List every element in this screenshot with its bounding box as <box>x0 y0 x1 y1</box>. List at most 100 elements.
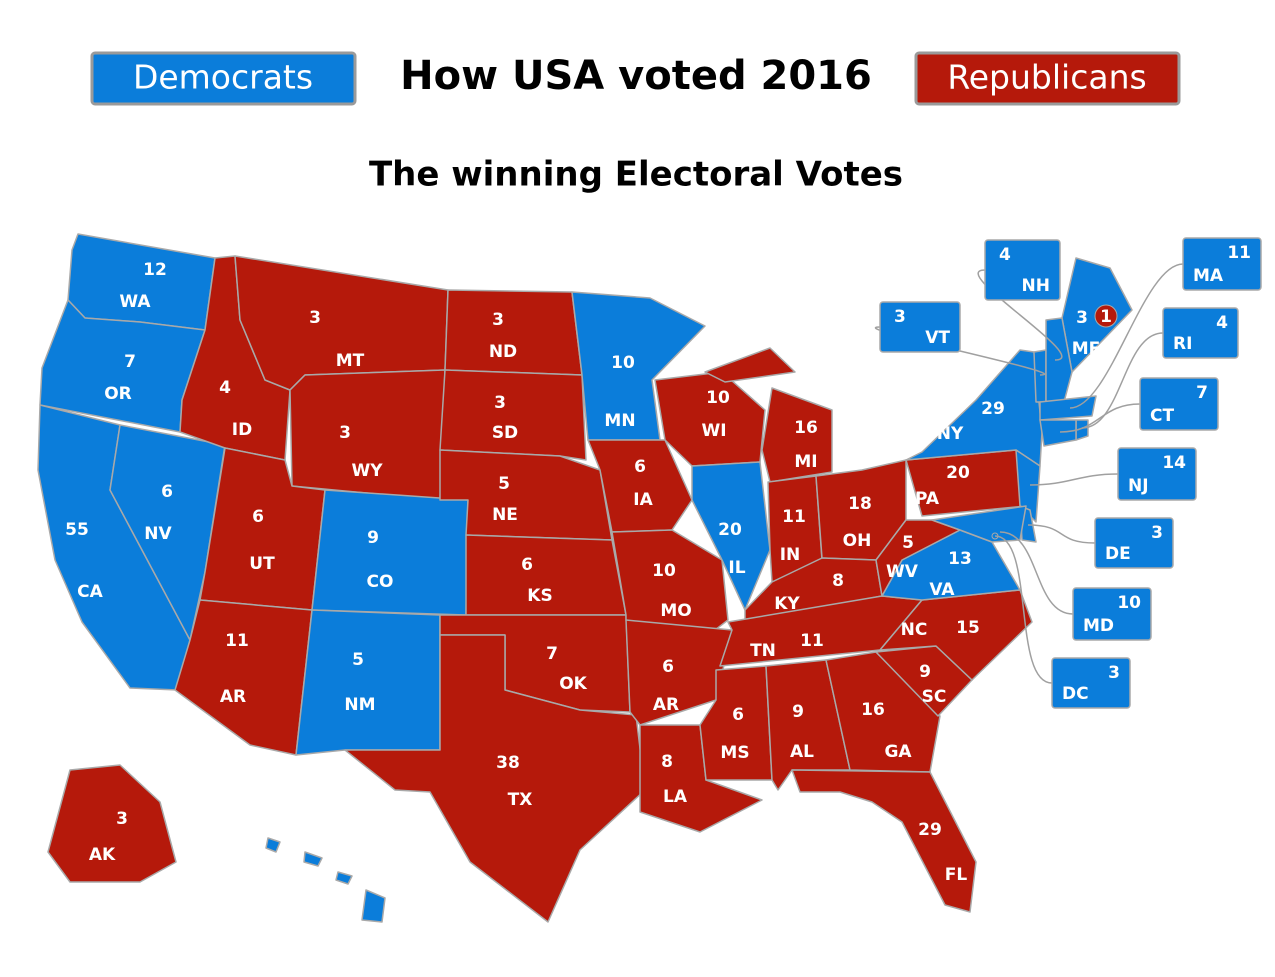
vote-count: 4 <box>307 877 319 897</box>
state-abbr: FL <box>945 865 968 885</box>
state-shape <box>444 289 583 376</box>
split-vote-badge <box>1094 304 1118 328</box>
state-shape <box>1033 349 1047 403</box>
vote-count: 20 <box>946 463 970 483</box>
state-abbr: CT <box>1150 406 1174 426</box>
vote-count: 11 <box>800 631 824 651</box>
callout-box <box>1139 377 1219 431</box>
state-abbr: IA <box>633 490 653 510</box>
vote-count: 7 <box>124 352 136 372</box>
state-abbr: AL <box>790 742 814 762</box>
leader-line <box>977 269 1063 361</box>
vote-count: 7 <box>1196 383 1208 403</box>
state-shape <box>439 369 587 461</box>
vote-count: 9 <box>792 702 804 722</box>
state-abbr: IL <box>728 558 745 578</box>
vote-count: 3 <box>309 308 321 328</box>
vote-count: 3 <box>339 423 351 443</box>
vote-count: 6 <box>634 457 646 477</box>
callout-box <box>1162 307 1239 359</box>
callout-box <box>1051 657 1131 709</box>
callout-box <box>1117 447 1197 501</box>
vote-count: 6 <box>732 705 744 725</box>
vote-count: 5 <box>498 474 510 494</box>
state-abbr: MS <box>720 743 749 763</box>
vote-count: 10 <box>1117 593 1141 613</box>
state-abbr: IN <box>780 545 801 565</box>
vote-count: 3 <box>894 307 906 327</box>
vote-count: 12 <box>143 260 167 280</box>
vote-count: 14 <box>1162 453 1186 473</box>
state-abbr: NV <box>144 524 172 544</box>
vote-count: 3 <box>1151 523 1163 543</box>
democrats-button[interactable] <box>90 51 357 106</box>
state-abbr: RI <box>1173 334 1192 354</box>
vote-count: 13 <box>948 549 972 569</box>
state-shape <box>311 489 469 616</box>
leader-line <box>1059 403 1141 433</box>
republicans-button[interactable] <box>914 51 1181 106</box>
state-abbr: PA <box>915 489 940 509</box>
vote-count: 4 <box>999 245 1011 265</box>
vote-count: 29 <box>918 820 942 840</box>
vote-count: 5 <box>902 533 914 553</box>
vote-count: 15 <box>956 618 980 638</box>
state-abbr: TX <box>508 790 533 810</box>
state-shape <box>344 634 646 923</box>
state-shape <box>303 851 323 867</box>
state-shape <box>905 349 1043 467</box>
state-abbr: ID <box>232 420 252 440</box>
state-abbr: MN <box>604 411 635 431</box>
state-abbr: AK <box>89 845 116 865</box>
state-abbr: WY <box>351 461 383 481</box>
vote-count: 6 <box>662 657 674 677</box>
vote-count: 55 <box>65 520 89 540</box>
state-shape <box>704 347 796 383</box>
vote-count: 6 <box>252 507 264 527</box>
state-shape <box>174 599 313 756</box>
state-shape <box>825 651 941 773</box>
state-abbr: UT <box>249 554 275 574</box>
state-shape <box>335 871 353 885</box>
vote-count: 8 <box>661 752 673 772</box>
state-abbr: MD <box>1083 616 1114 636</box>
vote-count: 10 <box>611 353 635 373</box>
leader-line <box>1069 263 1184 409</box>
vote-count: 11 <box>1227 243 1251 263</box>
state-abbr: SD <box>492 423 518 443</box>
state-shape <box>1039 419 1077 447</box>
vote-count: 38 <box>496 753 520 773</box>
vote-count: 10 <box>706 388 730 408</box>
vote-count: 20 <box>718 520 742 540</box>
vote-count: 16 <box>861 700 885 720</box>
vote-count: 16 <box>794 418 818 438</box>
state-abbr: LA <box>663 787 688 807</box>
vote-count: 4 <box>1216 313 1228 333</box>
state-abbr: NC <box>901 620 928 640</box>
state-abbr: MT <box>336 351 365 371</box>
vote-count: 3 <box>492 310 504 330</box>
state-abbr: DE <box>1105 544 1131 564</box>
callout-box <box>1072 587 1152 641</box>
state-abbr: DC <box>1062 684 1089 704</box>
vote-count: 29 <box>981 399 1005 419</box>
vote-count: 10 <box>652 561 676 581</box>
state-abbr: GA <box>884 742 912 762</box>
state-abbr: SC <box>922 687 947 707</box>
callout-box <box>1182 237 1262 291</box>
state-shape <box>791 769 977 913</box>
democrats-label: Democrats <box>133 58 313 97</box>
state-abbr: OK <box>559 674 587 694</box>
vote-count: 11 <box>225 631 249 651</box>
vote-count: 9 <box>919 662 931 682</box>
state-abbr: MI <box>794 452 817 472</box>
page-title: How USA voted 2016 <box>400 53 872 99</box>
state-abbr: TN <box>750 641 776 661</box>
vote-count: 6 <box>521 555 533 575</box>
state-shape <box>439 449 613 541</box>
vote-count: 11 <box>782 507 806 527</box>
split-vote-count: 1 <box>1100 307 1112 327</box>
state-abbr: WI <box>701 421 726 441</box>
vote-count: 18 <box>848 494 872 514</box>
